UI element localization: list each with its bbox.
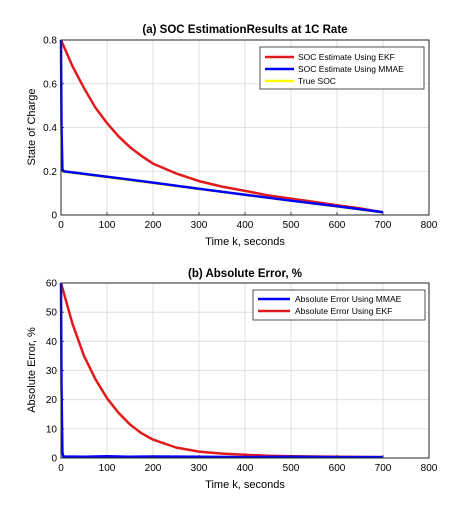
subplot-b-legend: Absolute Error Using MMAE Absolute Error… xyxy=(252,289,426,321)
subplot-b-xticks: 0 100 200 300 400 500 600 700 800 xyxy=(58,455,438,474)
x-tick-label: 200 xyxy=(145,463,162,474)
subplot-a-series-soc-estimate-using-mmae xyxy=(59,39,384,214)
x-tick-label: 0 xyxy=(58,463,64,474)
y-tick-label: 30 xyxy=(46,366,58,377)
subplot-b-yticks: 0 10 20 30 40 50 60 xyxy=(46,279,64,465)
x-tick-label: 500 xyxy=(283,463,300,474)
subplot-a-title: (a) SOC EstimationResults at 1C Rate xyxy=(142,24,347,36)
subplot-b: (b) Absolute Error, % Time k, seconds Ab… xyxy=(26,268,438,491)
x-tick-label: 700 xyxy=(375,463,392,474)
x-tick-label: 100 xyxy=(99,463,116,474)
y-tick-label: 10 xyxy=(46,424,58,435)
y-tick-label: 0.4 xyxy=(43,123,57,134)
y-tick-label: 20 xyxy=(46,395,58,406)
subplot-a: (a) SOC EstimationResults at 1C Rate Tim… xyxy=(26,24,438,248)
subplot-b-xlabel: Time k, seconds xyxy=(205,479,285,491)
y-tick-label: 40 xyxy=(46,337,58,348)
x-tick-label: 700 xyxy=(375,220,392,231)
subplot-a-xlabel: Time k, seconds xyxy=(205,236,285,248)
legend-label-mmae: Absolute Error Using MMAE xyxy=(295,294,402,304)
y-tick-label: 0.6 xyxy=(43,79,57,90)
subplot-b-ylabel: Absolute Error, % xyxy=(26,327,38,413)
x-tick-label: 600 xyxy=(329,220,346,231)
subplot-a-grid xyxy=(61,40,429,215)
y-tick-label: 0.8 xyxy=(43,36,57,47)
subplot-a-ylabel: State of Charge xyxy=(26,88,38,165)
x-tick-label: 0 xyxy=(58,220,64,231)
subplot-b-title: (b) Absolute Error, % xyxy=(188,268,302,280)
x-tick-label: 500 xyxy=(283,220,300,231)
x-tick-label: 400 xyxy=(237,463,254,474)
x-tick-label: 100 xyxy=(99,220,116,231)
subplot-a-xticks: 0 100 200 300 400 500 600 700 800 xyxy=(58,212,438,231)
x-tick-label: 300 xyxy=(191,463,208,474)
y-tick-label: 60 xyxy=(46,279,58,290)
subplot-a-series xyxy=(59,39,384,214)
legend-label-ekf: Absolute Error Using EKF xyxy=(295,306,392,316)
x-tick-label: 800 xyxy=(421,463,438,474)
legend-label-ekf: SOC Estimate Using EKF xyxy=(298,52,395,62)
legend-label-mmae: SOC Estimate Using MMAE xyxy=(298,64,404,74)
y-tick-label: 0.2 xyxy=(43,167,57,178)
y-tick-label: 0 xyxy=(51,211,57,222)
legend-label-true-soc: True SOC xyxy=(298,76,336,86)
x-tick-label: 800 xyxy=(421,220,438,231)
x-tick-label: 400 xyxy=(237,220,254,231)
y-tick-label: 50 xyxy=(46,308,58,319)
subplot-a-series-soc-estimate-using-ekf xyxy=(59,39,384,214)
subplot-a-yticks: 0 0.2 0.4 0.6 0.8 xyxy=(43,36,64,222)
x-tick-label: 200 xyxy=(145,220,162,231)
x-tick-label: 600 xyxy=(329,463,346,474)
legend-box xyxy=(252,289,426,321)
subplot-a-legend: SOC Estimate Using EKF SOC Estimate Usin… xyxy=(259,46,425,90)
y-tick-label: 0 xyxy=(51,454,57,465)
x-tick-label: 300 xyxy=(191,220,208,231)
